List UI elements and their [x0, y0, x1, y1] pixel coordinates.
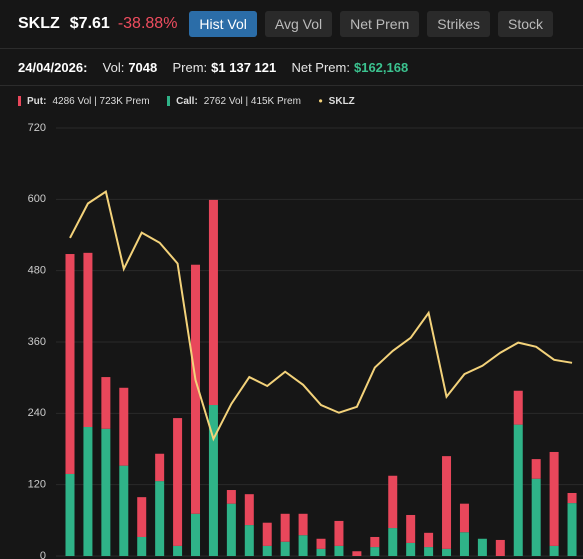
bar-segment	[65, 473, 75, 556]
y-tick-label: 360	[28, 336, 46, 348]
bar-segment	[137, 497, 147, 537]
label: Vol:	[102, 59, 125, 75]
legend: Put: 4286 Vol | 723K Prem Call: 2762 Vol |…	[0, 86, 583, 116]
change: -38.88%	[117, 15, 178, 32]
tab[interactable]: Strikes	[427, 11, 491, 37]
bar-segment	[442, 548, 452, 556]
price-line	[69, 189, 573, 442]
legend-label: Put:	[27, 95, 47, 107]
y-tick-label: 120	[28, 479, 46, 491]
bar-segment	[65, 254, 75, 474]
tab[interactable]: Hist Vol	[189, 11, 257, 37]
bar-segment	[513, 424, 523, 556]
info-bar: 24/04/2026: Vol: 7048 Prem: $1 137 121 Net…	[0, 49, 583, 86]
bar-segment	[83, 252, 93, 428]
bar-segment	[549, 545, 559, 556]
bar-segment	[155, 453, 165, 482]
bar-segment	[567, 503, 577, 556]
legend-label: SKLZ	[328, 95, 355, 107]
value: $1 137 121	[211, 59, 277, 75]
bar-segment	[226, 490, 236, 504]
bar-segment	[244, 525, 254, 556]
bar-segment	[459, 532, 469, 556]
value: $162,168	[353, 59, 409, 75]
header: SKLZ $7.61 -38.88% Hist Vol Avg Vol Net …	[0, 0, 583, 49]
bar-segment	[280, 513, 290, 542]
bar-segment	[424, 547, 434, 556]
bar-segment	[334, 520, 344, 546]
bar-segment	[406, 542, 416, 556]
bar-segment	[155, 481, 165, 556]
bar-segment	[352, 551, 362, 556]
bar-segment	[477, 538, 487, 556]
bar-segment	[137, 536, 147, 556]
tab[interactable]: Avg Vol	[264, 11, 333, 37]
bar-segment	[531, 459, 541, 479]
y-tick-label: 0	[40, 550, 46, 559]
bar-segment	[388, 475, 398, 529]
y-tick-label: 480	[28, 265, 46, 277]
bar-segment	[119, 387, 129, 466]
bar-segment	[334, 545, 344, 556]
label: Prem:	[172, 59, 208, 75]
legend-swatch: •	[318, 94, 323, 108]
bar-segment	[101, 428, 111, 556]
bar-segment	[208, 199, 218, 406]
bar-segment	[280, 541, 290, 556]
legend-text: 4286 Vol | 723K Prem	[52, 95, 150, 107]
bar-segment	[316, 538, 326, 549]
price: $7.61	[69, 15, 110, 32]
bar-segment	[208, 405, 218, 556]
bar-segment	[406, 514, 416, 543]
value: 7048	[128, 59, 158, 75]
bar-segment	[191, 513, 201, 556]
bar-segment	[191, 264, 201, 514]
bar-segment	[244, 494, 254, 526]
date: 24/04/2026:	[18, 59, 88, 75]
legend-label: Call:	[176, 95, 198, 107]
y-tick-label: 600	[28, 193, 46, 205]
bar-segment	[226, 503, 236, 556]
bar-segment	[316, 548, 326, 556]
bar-segment	[119, 465, 129, 556]
bar-segment	[549, 451, 559, 546]
bar-segment	[101, 377, 111, 429]
bar-segment	[370, 547, 380, 556]
ticker: SKLZ	[18, 15, 60, 32]
y-tick-label: 240	[28, 407, 46, 419]
bar-segment	[83, 427, 93, 556]
legend-swatch	[167, 96, 171, 106]
bar-segment	[424, 532, 434, 548]
legend-swatch	[18, 96, 21, 106]
y-tick-label: 720	[28, 122, 46, 134]
bar-segment	[173, 545, 183, 556]
tab[interactable]: Net Prem	[340, 11, 420, 37]
label: Net Prem:	[291, 59, 350, 75]
bar-segment	[531, 478, 541, 556]
legend-text: 2762 Vol | 415K Prem	[203, 95, 301, 107]
bar-segment	[370, 536, 380, 548]
bar-segment	[298, 535, 308, 556]
bar-segment	[513, 390, 523, 425]
bar-segment	[173, 418, 183, 546]
bar-segment	[298, 513, 308, 536]
bar-segment	[442, 456, 452, 549]
bar-segment	[262, 545, 272, 556]
bar-segment	[567, 492, 577, 504]
bar-segment	[459, 503, 469, 533]
bar-segment	[388, 528, 398, 556]
tab[interactable]: Stock	[498, 11, 554, 37]
bar-segment	[495, 539, 505, 556]
bar-segment	[262, 522, 272, 546]
